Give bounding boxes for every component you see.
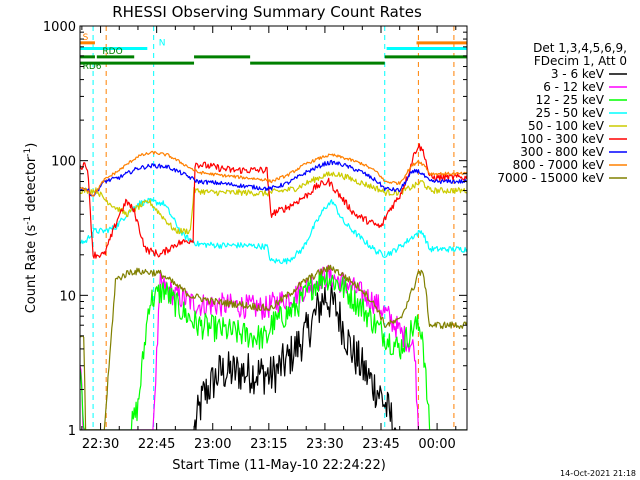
legend-label-5: 100 - 300 keV — [520, 132, 604, 146]
legend-label-0: 3 - 6 keV — [551, 67, 605, 81]
series-trace-7 — [80, 150, 467, 197]
x-tick-label: 22:30 — [82, 437, 119, 452]
legend-header-line1: Det 1,3,4,5,6,9, — [533, 41, 627, 55]
flag-label-s: S — [83, 33, 89, 43]
x-tick-label: 23:45 — [362, 437, 399, 452]
series-layer — [80, 143, 467, 430]
legend-label-1: 6 - 12 keV — [543, 80, 605, 94]
legend-label-8: 7000 - 15000 keV — [497, 171, 604, 185]
axes: 22:30 22:45 23:00 23:15 23:30 23:45 00:00 1 10 10… — [43, 20, 467, 452]
y-tick-label: 100 — [51, 155, 76, 170]
legend-label-2: 12 - 25 keV — [536, 93, 605, 107]
legend-label-4: 50 - 100 keV — [528, 119, 605, 133]
x-tick-label: 23:15 — [250, 437, 287, 452]
series-trace-8 — [80, 264, 467, 430]
series-trace-6 — [80, 159, 467, 197]
series-trace-3 — [80, 197, 467, 265]
legend-header-line2: FDecim 1, Att 0 — [534, 54, 627, 68]
y-tick-label: 10 — [59, 289, 76, 304]
series-trace-5 — [80, 143, 467, 259]
flag-label-rdo: RDO — [102, 47, 122, 57]
legend: Det 1,3,4,5,6,9, FDecim 1, Att 0 3 - 6 k… — [497, 41, 627, 185]
x-tick-label: 23:30 — [306, 437, 343, 452]
flag-label-n: N — [159, 39, 166, 49]
legend-label-3: 25 - 50 keV — [536, 106, 605, 120]
legend-label-7: 800 - 7000 keV — [513, 158, 605, 172]
x-tick-label: 22:45 — [138, 437, 175, 452]
footer-timestamp: 14-Oct-2021 21:18 — [560, 469, 636, 478]
x-axis-label: Start Time (11-May-10 22:24:22) — [172, 458, 386, 473]
flag-label-rd6: RD6 — [83, 62, 102, 72]
x-tick-label: 00:00 — [418, 437, 455, 452]
y-axis-label: Count Rate (s-1 detector-1) — [23, 143, 39, 314]
plot-frame — [79, 25, 468, 431]
y-tick-label: 1 — [68, 424, 76, 439]
vertical-markers — [92, 26, 455, 430]
series-trace-0 — [80, 282, 467, 430]
series-trace-1 — [80, 264, 467, 430]
chart-title: RHESSI Observing Summary Count Rates — [112, 3, 422, 21]
series-trace-4 — [80, 171, 467, 235]
x-tick-label: 23:00 — [194, 437, 231, 452]
series-trace-2 — [80, 268, 467, 430]
legend-label-6: 300 - 800 keV — [520, 145, 604, 159]
y-tick-label: 1000 — [43, 20, 76, 35]
